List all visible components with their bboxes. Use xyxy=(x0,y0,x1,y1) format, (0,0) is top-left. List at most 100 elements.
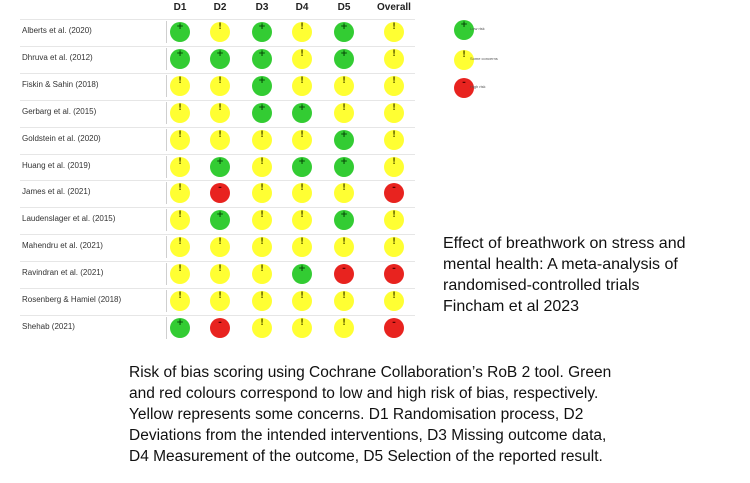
table-row: Huang et al. (2019)! +! + +! xyxy=(0,153,430,180)
rating-some-d1: ! xyxy=(170,129,190,150)
rating-some-overall: ! xyxy=(384,129,404,150)
table-row: James et al. (2021)! -!!! - xyxy=(0,180,430,206)
rating-low-d5: + xyxy=(334,129,354,150)
rating-some-overall: ! xyxy=(384,48,404,69)
study-label: James et al. (2021) xyxy=(22,187,91,197)
column-header-d2: D2 xyxy=(213,2,227,13)
rating-some-d4: ! xyxy=(292,22,312,42)
table-row: Laudenslager et al. (2015)! +!! +! xyxy=(0,207,430,233)
rating-low-d5: + xyxy=(334,48,354,69)
rating-some-d1: ! xyxy=(170,183,190,204)
caption-line-5: D4 Measurement of the outcome, D5 Select… xyxy=(129,448,603,465)
caption-line-1: Risk of bias scoring using Cochrane Coll… xyxy=(129,364,612,381)
row-separator-line xyxy=(166,101,167,124)
rating-some-overall: ! xyxy=(384,156,404,177)
legend-label: Low risk xyxy=(470,26,485,31)
row-separator-line xyxy=(166,21,167,43)
study-label: Alberts et al. (2020) xyxy=(22,26,92,35)
rating-low-d2: + xyxy=(210,210,230,231)
rating-some-overall: ! xyxy=(384,210,404,231)
row-divider xyxy=(20,45,415,47)
figure-caption: Risk of bias scoring using Cochrane Coll… xyxy=(129,362,739,467)
row-separator-line xyxy=(166,209,167,232)
rating-some-d2: ! xyxy=(210,291,230,311)
rating-some-d3: ! xyxy=(252,210,272,231)
rating-low-d4: + xyxy=(292,264,312,285)
study-label: Huang et al. (2019) xyxy=(22,160,91,170)
row-divider xyxy=(20,180,415,182)
rating-some-d3: ! xyxy=(252,129,272,150)
study-label: Gerbarg et al. (2015) xyxy=(22,106,97,116)
table-row: Fiskin & Sahin (2018)!! +!!! xyxy=(0,72,430,99)
citation-title-line-2: mental health: A meta-analysis of xyxy=(443,256,678,273)
rating-some-d2: ! xyxy=(210,102,230,123)
rating-high-d5: - xyxy=(334,264,354,285)
table-row: Ravindran et al. (2021)!!! + - - xyxy=(0,261,430,287)
rating-some-d5: ! xyxy=(334,75,354,96)
column-header-d5: D5 xyxy=(337,2,351,13)
rating-high-overall: - xyxy=(384,183,404,204)
rating-some-d1: ! xyxy=(170,156,190,177)
rating-low-d1: + xyxy=(170,317,190,338)
rating-some-overall: ! xyxy=(384,291,404,311)
rating-some-d3: ! xyxy=(252,264,272,285)
study-label: Mahendru et al. (2021) xyxy=(22,241,103,251)
caption-line-3: Yellow represents some concerns. D1 Rand… xyxy=(129,406,584,423)
row-divider xyxy=(20,99,415,101)
rating-some-overall: ! xyxy=(384,75,404,96)
rating-low-d3: + xyxy=(252,75,272,96)
rating-some-overall: ! xyxy=(384,237,404,258)
rating-low-d3: + xyxy=(252,102,272,123)
row-divider xyxy=(20,207,415,209)
study-label: Goldstein et al. (2020) xyxy=(22,133,101,143)
legend-item-some: ! Some concerns xyxy=(444,50,564,70)
legend-item-low: + Low risk xyxy=(444,20,564,40)
study-label: Fiskin & Sahin (2018) xyxy=(22,79,99,89)
row-separator-line xyxy=(166,263,167,286)
rating-low-d4: + xyxy=(292,102,312,123)
legend-swatch-high: - xyxy=(454,78,474,98)
row-divider xyxy=(20,19,415,20)
row-divider xyxy=(20,288,415,289)
rating-some-d5: ! xyxy=(334,102,354,123)
table-row: Dhruva et al. (2012) + + +! +! xyxy=(0,45,430,72)
column-header-overall: Overall xyxy=(377,2,411,13)
row-separator-line xyxy=(166,74,167,97)
rating-some-d5: ! xyxy=(334,183,354,204)
citation-title-line-1: Effect of breathwork on stress and xyxy=(443,235,686,252)
column-header-d4: D4 xyxy=(295,2,309,13)
row-divider xyxy=(20,126,415,128)
rating-high-overall: - xyxy=(384,317,404,338)
table-row: Shehab (2021) + -!!! - xyxy=(0,314,430,341)
rating-high-d2: - xyxy=(210,183,230,204)
rating-some-d5: ! xyxy=(334,317,354,338)
rating-some-d3: ! xyxy=(252,291,272,311)
table-row: Mahendru et al. (2021)!!!!!! xyxy=(0,234,430,260)
rating-low-d1: + xyxy=(170,22,190,42)
rating-low-d5: + xyxy=(334,210,354,231)
rating-low-d3: + xyxy=(252,48,272,69)
study-label: Rosenberg & Hamiel (2018) xyxy=(22,295,122,304)
rating-some-d2: ! xyxy=(210,22,230,42)
rating-some-d4: ! xyxy=(292,183,312,204)
rating-some-d5: ! xyxy=(334,237,354,258)
rating-some-d4: ! xyxy=(292,210,312,231)
legend-label: High risk xyxy=(470,84,486,89)
study-label: Laudenslager et al. (2015) xyxy=(22,214,116,224)
row-divider xyxy=(20,153,415,155)
caption-line-2: and red colours correspond to low and hi… xyxy=(129,385,599,402)
rating-low-d2: + xyxy=(210,156,230,177)
citation-authors: Fincham et al 2023 xyxy=(443,298,580,315)
rating-some-d1: ! xyxy=(170,75,190,96)
row-separator-line xyxy=(166,316,167,339)
table-row: Gerbarg et al. (2015)!! + +!! xyxy=(0,99,430,126)
rating-some-d4: ! xyxy=(292,129,312,150)
rating-some-overall: ! xyxy=(384,22,404,42)
rating-low-d5: + xyxy=(334,22,354,42)
rating-some-d5: ! xyxy=(334,291,354,311)
table-row: Goldstein et al. (2020)!!!! +! xyxy=(0,126,430,153)
row-separator-line xyxy=(166,290,167,312)
study-label: Dhruva et al. (2012) xyxy=(22,52,93,62)
rating-some-d4: ! xyxy=(292,48,312,69)
rating-some-d3: ! xyxy=(252,183,272,204)
